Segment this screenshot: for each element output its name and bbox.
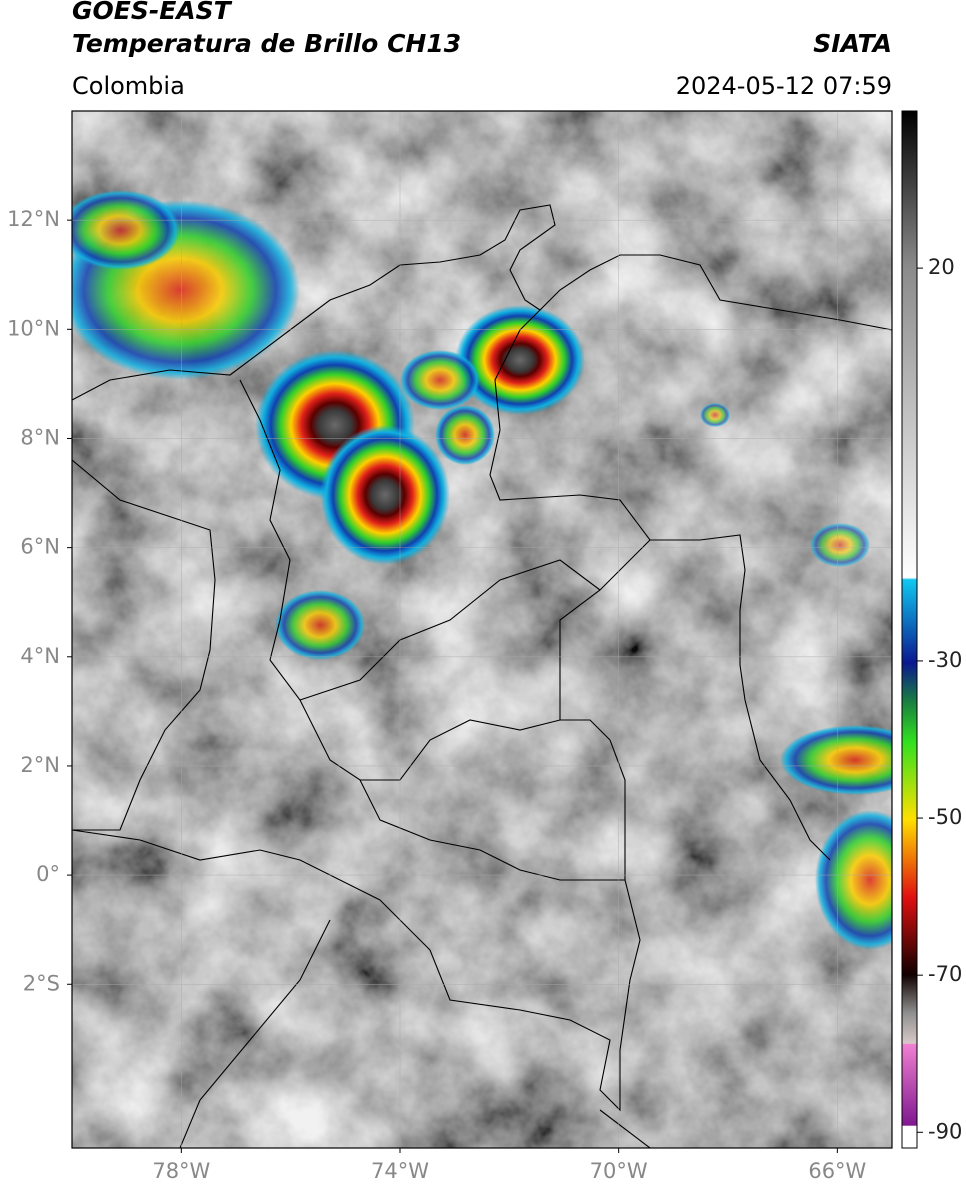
y-tick-label: 8°N	[20, 425, 60, 449]
y-tick-label: 2°S	[23, 971, 60, 995]
x-tick-label: 78°W	[152, 1159, 210, 1183]
y-tick-label: 10°N	[7, 316, 60, 340]
region: Colombia	[72, 72, 185, 100]
colorbar	[901, 110, 918, 1149]
colorbar-tick-label: -30	[928, 648, 962, 672]
satellite-image	[72, 111, 892, 1148]
y-tick-label: 0°	[36, 862, 60, 886]
subtitle: Temperatura de Brillo CH13	[72, 29, 461, 58]
x-tick-label: 70°W	[590, 1159, 648, 1183]
y-tick-label: 12°N	[7, 207, 60, 231]
map-frame	[71, 110, 893, 1149]
x-tick-label: 66°W	[808, 1159, 866, 1183]
x-tick-label: 74°W	[371, 1159, 429, 1183]
colorbar-tick-label: -50	[928, 805, 962, 829]
grid	[72, 111, 892, 1148]
colorbar-tick-label: -70	[928, 962, 962, 986]
borders	[72, 204, 892, 1148]
y-tick-label: 2°N	[20, 753, 60, 777]
source: SIATA	[813, 29, 892, 58]
y-tick-label: 4°N	[20, 644, 60, 668]
colorbar-tick-label: 20	[928, 255, 955, 279]
title: GOES-EAST	[72, 0, 233, 25]
datetime: 2024-05-12 07:59	[676, 72, 892, 100]
colorbar-tick-label: -90	[928, 1119, 962, 1143]
y-tick-label: 6°N	[20, 535, 60, 559]
